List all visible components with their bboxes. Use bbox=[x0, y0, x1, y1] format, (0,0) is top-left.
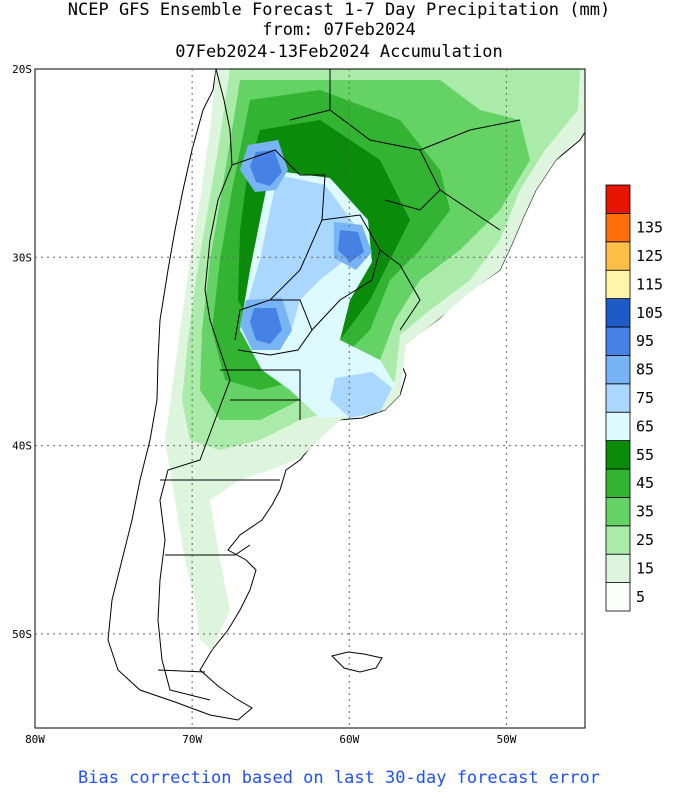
legend-swatch-5 bbox=[605, 440, 631, 470]
legend-swatch-6 bbox=[605, 411, 631, 442]
legend-label-65: 65 bbox=[636, 417, 654, 435]
precip-zone-95 bbox=[250, 150, 282, 186]
precip-zone-95c bbox=[250, 308, 282, 344]
legend-colorbar: 5 15 25 35 45 55 65 75 85 95 105 115 125 135 bbox=[605, 184, 663, 612]
legend-swatch-13 bbox=[605, 212, 631, 243]
legend-label-135: 135 bbox=[636, 219, 663, 237]
gridlines bbox=[35, 69, 585, 728]
legend-swatch-2 bbox=[605, 525, 631, 555]
title-line-1: NCEP GFS Ensemble Forecast 1-7 Day Preci… bbox=[67, 0, 611, 20]
legend-swatch-10 bbox=[605, 298, 631, 328]
legend-swatch-7 bbox=[605, 383, 631, 413]
falkland-islands bbox=[331, 651, 383, 673]
legend-label-95: 95 bbox=[636, 332, 654, 350]
legend-swatch-12 bbox=[605, 241, 631, 271]
lon-label-80W: 80W bbox=[25, 733, 45, 746]
legend-swatch-0 bbox=[605, 582, 631, 612]
title-line-3: 07Feb2024-13Feb2024 Accumulation bbox=[175, 42, 503, 62]
legend-swatch-14 bbox=[605, 184, 631, 214]
legend-swatch-1 bbox=[605, 553, 631, 584]
legend-label-85: 85 bbox=[636, 361, 654, 379]
legend-label-55: 55 bbox=[636, 446, 654, 464]
lat-label-50S: 50S bbox=[12, 628, 32, 641]
map-border bbox=[34, 68, 586, 729]
legend-label-75: 75 bbox=[636, 389, 654, 407]
lon-label-60W: 60W bbox=[339, 733, 359, 746]
legend-label-35: 35 bbox=[636, 503, 654, 521]
map-frame-content bbox=[107, 69, 585, 721]
legend-swatch-11 bbox=[605, 269, 631, 300]
legend-label-115: 115 bbox=[636, 275, 663, 293]
lon-label-70W: 70W bbox=[182, 733, 202, 746]
legend-label-15: 15 bbox=[636, 559, 654, 577]
legend-label-25: 25 bbox=[636, 531, 654, 549]
lat-label-30S: 30S bbox=[12, 251, 32, 264]
footnote: Bias correction based on last 30-day for… bbox=[78, 768, 600, 788]
legend-swatch-4 bbox=[605, 468, 631, 498]
precip-zone-95b bbox=[338, 230, 364, 262]
legend-swatch-8 bbox=[605, 354, 631, 385]
boundaries bbox=[157, 69, 521, 701]
legend-swatch-9 bbox=[605, 326, 631, 356]
legend-label-125: 125 bbox=[636, 247, 663, 265]
legend-swatch-3 bbox=[605, 496, 631, 527]
legend-label-105: 105 bbox=[636, 304, 663, 322]
legend-label-45: 45 bbox=[636, 474, 654, 492]
lat-label-20S: 20S bbox=[12, 63, 32, 76]
lon-label-50W: 50W bbox=[496, 733, 516, 746]
title-line-2: from: 07Feb2024 bbox=[262, 20, 416, 40]
precip-zone-75b bbox=[330, 372, 392, 418]
legend-label-5: 5 bbox=[636, 588, 645, 606]
axis-labels: 20S 30S 40S 50S 80W 70W 60W 50W bbox=[12, 63, 517, 746]
lat-label-40S: 40S bbox=[12, 440, 32, 453]
